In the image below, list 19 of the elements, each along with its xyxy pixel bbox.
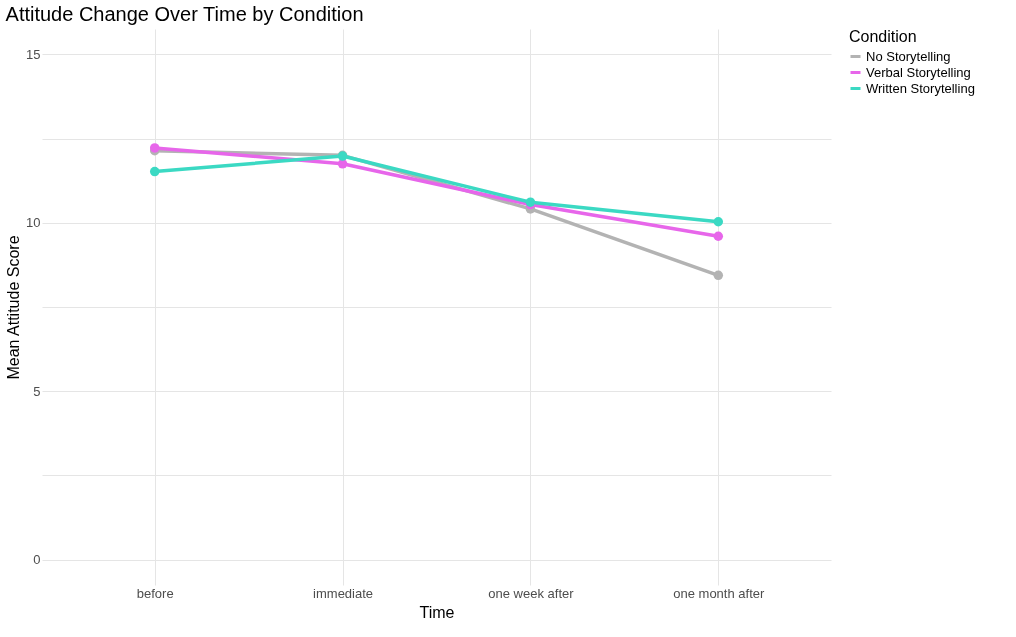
x-tick-label: before: [136, 585, 174, 601]
x-tick-label: one month after: [673, 585, 765, 601]
legend-label: Written Storytelling: [866, 80, 975, 96]
y-tick-label: 10: [26, 215, 41, 231]
point: [713, 217, 724, 227]
legend-label: Verbal Storytelling: [866, 64, 971, 80]
legend-label: No Storytelling: [866, 48, 951, 64]
chart-title: Attitude Change Over Time by Condition: [5, 3, 364, 25]
y-axis-title: Mean Attitude Score: [5, 235, 23, 380]
x-tick-label: immediate: [313, 585, 374, 601]
y-tick-label: 5: [33, 383, 41, 399]
y-tick-label: 0: [33, 552, 41, 568]
x-axis-title: Time: [419, 603, 455, 621]
point: [713, 270, 724, 281]
point: [713, 231, 724, 241]
x-tick-label: one week after: [488, 585, 575, 601]
point: [149, 166, 160, 177]
legend-title: Condition: [849, 28, 917, 45]
y-tick-label: 15: [26, 46, 41, 62]
